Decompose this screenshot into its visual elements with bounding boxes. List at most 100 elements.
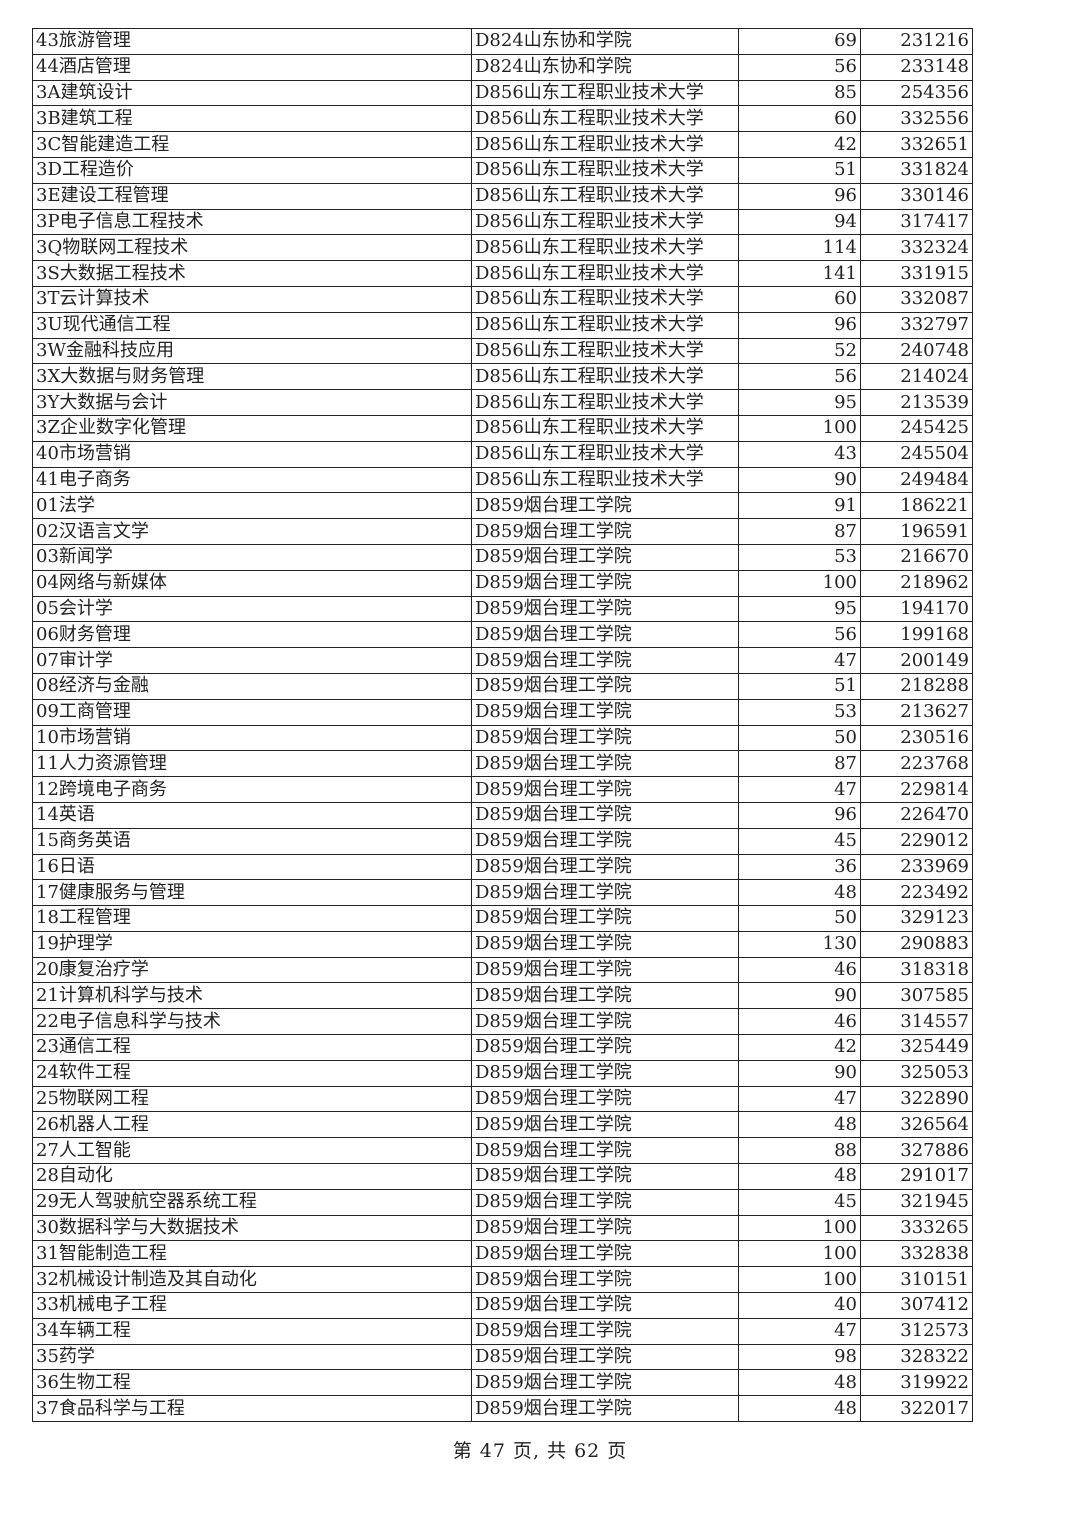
- table-row: 03新闻学 D859烟台理工学院 53 216670: [32, 543, 973, 571]
- rank-cell: 229012: [860, 827, 973, 855]
- rank-cell: 254356: [860, 79, 973, 107]
- plan-count-cell: 48: [738, 1163, 861, 1190]
- rank-cell: 328322: [860, 1343, 973, 1371]
- table-row: 30数据科学与大数据技术 D859烟台理工学院 100 333265: [32, 1214, 973, 1242]
- school-cell: D856山东工程职业技术大学: [471, 414, 739, 442]
- table-row: 33机械电子工程 D859烟台理工学院 40 307412: [32, 1292, 973, 1319]
- school-cell: D856山东工程职业技术大学: [471, 466, 739, 494]
- table-row: 41电子商务 D856山东工程职业技术大学 90 249484: [32, 466, 973, 494]
- plan-count-cell: 100: [738, 1240, 861, 1268]
- major-cell: 30数据科学与大数据技术: [32, 1214, 472, 1242]
- rank-cell: 218288: [860, 672, 973, 700]
- rank-cell: 331824: [860, 156, 973, 184]
- major-cell: 01法学: [32, 492, 472, 520]
- major-cell: 40市场营销: [32, 440, 472, 468]
- table-row: 11人力资源管理 D859烟台理工学院 87 223768: [32, 750, 973, 778]
- table-row: 01法学 D859烟台理工学院 91 186221: [32, 492, 973, 520]
- table-row: 3S大数据工程技术 D856山东工程职业技术大学 141 331915: [32, 260, 973, 287]
- rank-cell: 214024: [860, 363, 973, 391]
- plan-count-cell: 114: [738, 234, 861, 262]
- plan-count-cell: 60: [738, 285, 861, 313]
- school-cell: D859烟台理工学院: [471, 1034, 739, 1061]
- plan-count-cell: 87: [738, 518, 861, 545]
- major-cell: 11人力资源管理: [32, 750, 472, 778]
- major-cell: 27人工智能: [32, 1137, 472, 1165]
- plan-count-cell: 45: [738, 827, 861, 855]
- school-cell: D824山东协和学院: [471, 53, 739, 81]
- rank-cell: 330146: [860, 182, 973, 210]
- school-cell: D859烟台理工学院: [471, 1163, 739, 1190]
- table-row: 3U现代通信工程 D856山东工程职业技术大学 96 332797: [32, 311, 973, 339]
- plan-count-cell: 47: [738, 647, 861, 674]
- table-row: 26机器人工程 D859烟台理工学院 48 326564: [32, 1111, 973, 1139]
- rank-cell: 332087: [860, 285, 973, 313]
- rank-cell: 322017: [860, 1395, 973, 1423]
- rank-cell: 329123: [860, 905, 973, 932]
- school-cell: D859烟台理工学院: [471, 1395, 739, 1423]
- major-cell: 35药学: [32, 1343, 472, 1371]
- table-row: 43旅游管理 D824山东协和学院 69 231216: [32, 28, 973, 55]
- plan-count-cell: 47: [738, 1085, 861, 1113]
- table-row: 24软件工程 D859烟台理工学院 90 325053: [32, 1059, 973, 1087]
- rank-cell: 223492: [860, 879, 973, 907]
- plan-count-cell: 141: [738, 260, 861, 287]
- table-row: 29无人驾驶航空器系统工程 D859烟台理工学院 45 321945: [32, 1188, 973, 1216]
- plan-count-cell: 51: [738, 672, 861, 700]
- major-cell: 02汉语言文学: [32, 518, 472, 545]
- rank-cell: 310151: [860, 1266, 973, 1294]
- table-row: 3W金融科技应用 D856山东工程职业技术大学 52 240748: [32, 337, 973, 365]
- table-row: 3Z企业数字化管理 D856山东工程职业技术大学 100 245425: [32, 414, 973, 442]
- table-row: 3Q物联网工程技术 D856山东工程职业技术大学 114 332324: [32, 234, 973, 262]
- rank-cell: 213627: [860, 698, 973, 726]
- plan-count-cell: 100: [738, 569, 861, 597]
- rank-cell: 326564: [860, 1111, 973, 1139]
- plan-count-cell: 56: [738, 621, 861, 649]
- rank-cell: 249484: [860, 466, 973, 494]
- rank-cell: 332324: [860, 234, 973, 262]
- table-row: 27人工智能 D859烟台理工学院 88 327886: [32, 1137, 973, 1165]
- table-row: 3B建筑工程 D856山东工程职业技术大学 60 332556: [32, 105, 973, 133]
- page-number: 第 47 页, 共 62 页: [452, 1440, 628, 1462]
- school-cell: D859烟台理工学院: [471, 1343, 739, 1371]
- school-cell: D859烟台理工学院: [471, 1369, 739, 1397]
- rank-cell: 312573: [860, 1317, 973, 1345]
- school-cell: D856山东工程职业技术大学: [471, 389, 739, 416]
- major-cell: 3D工程造价: [32, 156, 472, 184]
- table-row: 18工程管理 D859烟台理工学院 50 329123: [32, 905, 973, 932]
- school-cell: D859烟台理工学院: [471, 879, 739, 907]
- school-cell: D859烟台理工学院: [471, 956, 739, 984]
- school-cell: D859烟台理工学院: [471, 1292, 739, 1319]
- table-row: 21计算机科学与技术 D859烟台理工学院 90 307585: [32, 982, 973, 1010]
- school-cell: D859烟台理工学院: [471, 647, 739, 674]
- rank-cell: 325449: [860, 1034, 973, 1061]
- school-cell: D859烟台理工学院: [471, 905, 739, 932]
- school-cell: D859烟台理工学院: [471, 1214, 739, 1242]
- major-cell: 3P电子信息工程技术: [32, 208, 472, 236]
- plan-count-cell: 100: [738, 1214, 861, 1242]
- rank-cell: 317417: [860, 208, 973, 236]
- rank-cell: 314557: [860, 1008, 973, 1036]
- plan-count-cell: 87: [738, 750, 861, 778]
- table-body: 43旅游管理 D824山东协和学院 69 231216 44酒店管理 D824山东协和学院…: [32, 28, 973, 1423]
- major-cell: 34车辆工程: [32, 1317, 472, 1345]
- plan-count-cell: 50: [738, 905, 861, 932]
- table-row: 44酒店管理 D824山东协和学院 56 233148: [32, 53, 973, 81]
- school-cell: D856山东工程职业技术大学: [471, 440, 739, 468]
- major-cell: 21计算机科学与技术: [32, 982, 472, 1010]
- plan-count-cell: 90: [738, 466, 861, 494]
- major-cell: 12跨境电子商务: [32, 776, 472, 803]
- plan-count-cell: 96: [738, 311, 861, 339]
- plan-count-cell: 48: [738, 1395, 861, 1423]
- school-cell: D859烟台理工学院: [471, 853, 739, 881]
- major-cell: 03新闻学: [32, 543, 472, 571]
- major-cell: 05会计学: [32, 595, 472, 623]
- rank-cell: 194170: [860, 595, 973, 623]
- school-cell: D859烟台理工学院: [471, 930, 739, 958]
- major-cell: 26机器人工程: [32, 1111, 472, 1139]
- school-cell: D859烟台理工学院: [471, 1188, 739, 1216]
- major-cell: 31智能制造工程: [32, 1240, 472, 1268]
- major-cell: 10市场营销: [32, 724, 472, 752]
- school-cell: D859烟台理工学院: [471, 801, 739, 829]
- plan-count-cell: 43: [738, 440, 861, 468]
- plan-count-cell: 40: [738, 1292, 861, 1319]
